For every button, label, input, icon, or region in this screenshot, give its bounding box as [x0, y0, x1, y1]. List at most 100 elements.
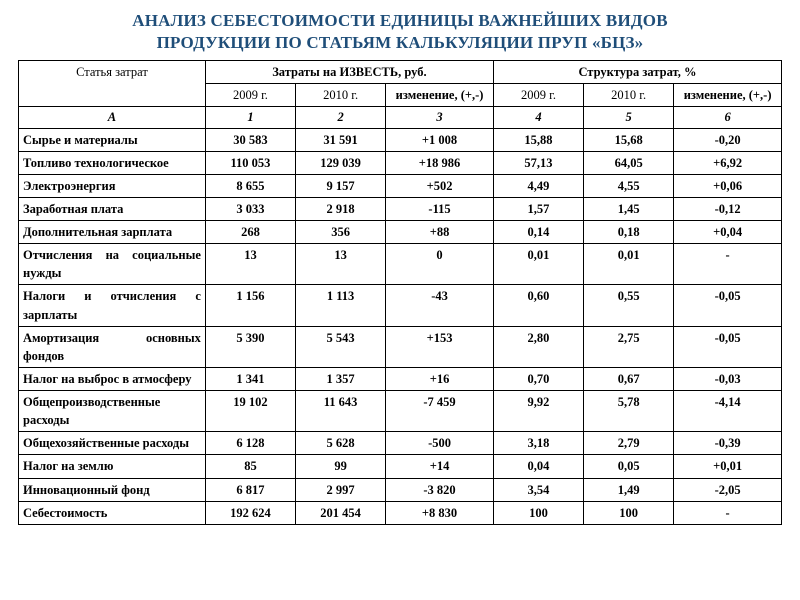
header-group-struct: Структура затрат, % [493, 61, 781, 84]
row-value-3: +16 [386, 367, 494, 390]
header-article: Статья затрат [19, 61, 206, 107]
row-label: Сырье и материалы [19, 128, 206, 151]
row-label: Отчисления на социальные нужды [19, 244, 206, 285]
title-line-1: АНАЛИЗ СЕБЕСТОИМОСТИ ЕДИНИЦЫ ВАЖНЕЙШИХ В… [132, 11, 668, 30]
row-value-5: 0,01 [584, 244, 674, 285]
row-value-5: 4,55 [584, 174, 674, 197]
row-value-4: 57,13 [493, 151, 583, 174]
row-label: Электроэнергия [19, 174, 206, 197]
table-row: Отчисления на социальные нужды131300,010… [19, 244, 782, 285]
index-5: 5 [584, 107, 674, 128]
row-value-3: -3 820 [386, 478, 494, 501]
row-value-4: 3,54 [493, 478, 583, 501]
title-line-2: ПРОДУКЦИИ ПО СТАТЬЯМ КАЛЬКУЛЯЦИИ ПРУП «Б… [157, 33, 644, 52]
table-row: Электроэнергия8 6559 157+5024,494,55+0,0… [19, 174, 782, 197]
row-value-4: 0,70 [493, 367, 583, 390]
row-value-6: -0,03 [674, 367, 782, 390]
row-value-3: -43 [386, 285, 494, 326]
row-value-4: 15,88 [493, 128, 583, 151]
row-value-5: 5,78 [584, 391, 674, 432]
row-value-1: 30 583 [205, 128, 295, 151]
row-value-6: -0,05 [674, 326, 782, 367]
row-value-2: 99 [296, 455, 386, 478]
row-value-2: 5 543 [296, 326, 386, 367]
table-row: Налог на землю8599+140,040,05+0,01 [19, 455, 782, 478]
row-value-6: -4,14 [674, 391, 782, 432]
row-value-3: +18 986 [386, 151, 494, 174]
row-value-6: +0,01 [674, 455, 782, 478]
row-value-1: 110 053 [205, 151, 295, 174]
index-6: 6 [674, 107, 782, 128]
row-value-1: 6 817 [205, 478, 295, 501]
row-value-1: 8 655 [205, 174, 295, 197]
row-value-6: -0,12 [674, 197, 782, 220]
row-value-1: 268 [205, 221, 295, 244]
row-value-2: 31 591 [296, 128, 386, 151]
row-value-2: 1 357 [296, 367, 386, 390]
row-value-5: 0,55 [584, 285, 674, 326]
row-value-2: 9 157 [296, 174, 386, 197]
row-value-6: - [674, 501, 782, 524]
row-value-5: 2,79 [584, 432, 674, 455]
row-value-2: 2 997 [296, 478, 386, 501]
header-struct-2009: 2009 г. [493, 84, 583, 107]
row-label: Инновационный фонд [19, 478, 206, 501]
row-value-2: 13 [296, 244, 386, 285]
cost-table: Статья затрат Затраты на ИЗВЕСТЬ, руб. С… [18, 60, 782, 525]
row-value-6: -0,05 [674, 285, 782, 326]
row-value-6: -0,20 [674, 128, 782, 151]
row-value-4: 1,57 [493, 197, 583, 220]
index-a: А [19, 107, 206, 128]
row-value-2: 356 [296, 221, 386, 244]
row-value-5: 1,49 [584, 478, 674, 501]
page-title: АНАЛИЗ СЕБЕСТОИМОСТИ ЕДИНИЦЫ ВАЖНЕЙШИХ В… [18, 10, 782, 54]
row-value-4: 100 [493, 501, 583, 524]
table-row: Общепроизводственные расходы19 10211 643… [19, 391, 782, 432]
row-label: Себестоимость [19, 501, 206, 524]
row-value-4: 2,80 [493, 326, 583, 367]
row-value-2: 129 039 [296, 151, 386, 174]
row-value-6: - [674, 244, 782, 285]
row-value-5: 2,75 [584, 326, 674, 367]
row-value-3: +14 [386, 455, 494, 478]
table-row: Заработная плата3 0332 918-1151,571,45-0… [19, 197, 782, 220]
index-1: 1 [205, 107, 295, 128]
row-value-1: 85 [205, 455, 295, 478]
row-value-3: -500 [386, 432, 494, 455]
row-value-5: 15,68 [584, 128, 674, 151]
header-struct-change: изменение, (+,-) [674, 84, 782, 107]
row-value-6: +0,06 [674, 174, 782, 197]
row-value-1: 192 624 [205, 501, 295, 524]
table-row: Дополнительная зарплата268356+880,140,18… [19, 221, 782, 244]
row-value-5: 1,45 [584, 197, 674, 220]
header-struct-2010: 2010 г. [584, 84, 674, 107]
header-cost-2009: 2009 г. [205, 84, 295, 107]
row-value-3: +502 [386, 174, 494, 197]
row-value-5: 0,67 [584, 367, 674, 390]
row-value-2: 201 454 [296, 501, 386, 524]
row-value-2: 1 113 [296, 285, 386, 326]
table-body: А 1 2 3 4 5 6 Сырье и материалы30 58331 … [19, 107, 782, 524]
row-value-1: 13 [205, 244, 295, 285]
row-value-3: +88 [386, 221, 494, 244]
row-value-1: 5 390 [205, 326, 295, 367]
header-group-cost: Затраты на ИЗВЕСТЬ, руб. [205, 61, 493, 84]
row-value-3: -115 [386, 197, 494, 220]
row-value-2: 5 628 [296, 432, 386, 455]
row-value-1: 3 033 [205, 197, 295, 220]
row-value-5: 64,05 [584, 151, 674, 174]
row-label: Дополнительная зарплата [19, 221, 206, 244]
table-row: Налог на выброс в атмосферу1 3411 357+16… [19, 367, 782, 390]
header-cost-2010: 2010 г. [296, 84, 386, 107]
row-value-4: 0,01 [493, 244, 583, 285]
row-value-2: 11 643 [296, 391, 386, 432]
row-value-1: 1 156 [205, 285, 295, 326]
row-label: Общепроизводственные расходы [19, 391, 206, 432]
row-label: Налоги и отчисления с зарплаты [19, 285, 206, 326]
row-value-6: +0,04 [674, 221, 782, 244]
index-2: 2 [296, 107, 386, 128]
row-value-4: 4,49 [493, 174, 583, 197]
row-value-5: 0,05 [584, 455, 674, 478]
table-row: Общехозяйственные расходы6 1285 628-5003… [19, 432, 782, 455]
row-value-4: 0,60 [493, 285, 583, 326]
